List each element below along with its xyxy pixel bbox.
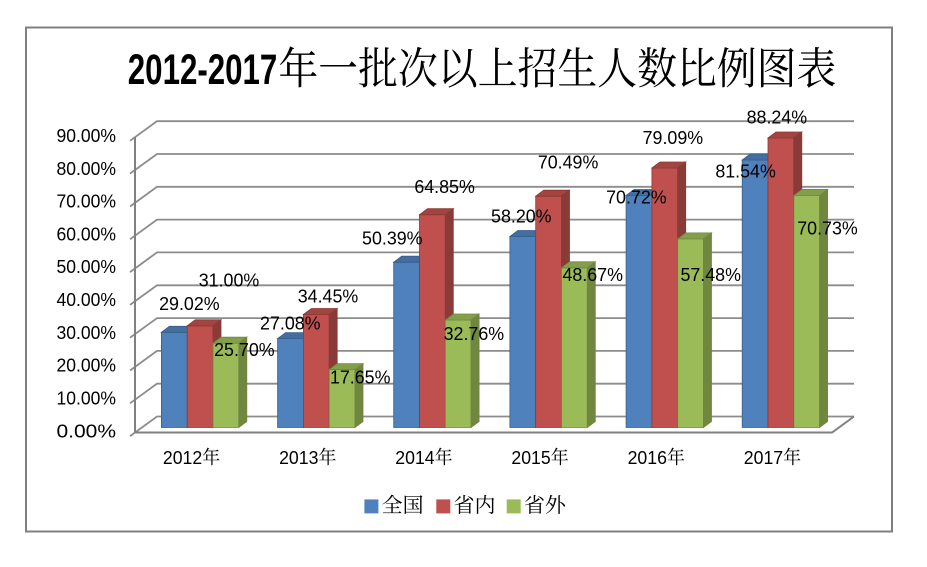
svg-text:32.76%: 32.76% bbox=[444, 323, 505, 344]
svg-text:81.54%: 81.54% bbox=[715, 160, 776, 181]
svg-text:50.39%: 50.39% bbox=[362, 228, 423, 249]
svg-text:70.00%: 70.00% bbox=[57, 191, 117, 212]
svg-text:50.00%: 50.00% bbox=[57, 256, 117, 277]
svg-text:25.70%: 25.70% bbox=[214, 339, 275, 360]
svg-text:10.00%: 10.00% bbox=[57, 388, 117, 409]
svg-text:79.09%: 79.09% bbox=[643, 127, 704, 148]
svg-text:2016: 2016 bbox=[628, 448, 667, 468]
svg-text:2015: 2015 bbox=[511, 448, 550, 468]
svg-text:88.24%: 88.24% bbox=[747, 107, 808, 128]
svg-text:2013: 2013 bbox=[279, 448, 318, 468]
svg-text:70.73%: 70.73% bbox=[797, 217, 858, 238]
svg-text:17.65%: 17.65% bbox=[330, 366, 391, 387]
svg-text:64.85%: 64.85% bbox=[414, 176, 475, 197]
svg-text:2012-2017: 2012-2017 bbox=[128, 46, 277, 94]
svg-text:2012: 2012 bbox=[163, 448, 202, 468]
svg-text:57.48%: 57.48% bbox=[680, 264, 741, 285]
svg-text:31.00%: 31.00% bbox=[199, 270, 260, 291]
svg-text:2017: 2017 bbox=[744, 448, 783, 468]
svg-text:34.45%: 34.45% bbox=[298, 285, 359, 306]
svg-text:0.00%: 0.00% bbox=[57, 420, 117, 441]
svg-text:2014: 2014 bbox=[395, 448, 434, 468]
svg-text:60.00%: 60.00% bbox=[57, 223, 117, 244]
svg-text:70.72%: 70.72% bbox=[606, 187, 667, 208]
svg-text:80.00%: 80.00% bbox=[57, 158, 117, 179]
svg-text:58.20%: 58.20% bbox=[491, 205, 552, 226]
svg-text:70.49%: 70.49% bbox=[538, 151, 599, 172]
svg-text:90.00%: 90.00% bbox=[57, 125, 117, 146]
svg-text:20.00%: 20.00% bbox=[57, 355, 117, 376]
svg-text:29.02%: 29.02% bbox=[159, 293, 220, 314]
svg-text:30.00%: 30.00% bbox=[57, 322, 117, 343]
svg-text:48.67%: 48.67% bbox=[562, 264, 623, 285]
svg-text:40.00%: 40.00% bbox=[57, 289, 117, 310]
svg-text:27.08%: 27.08% bbox=[260, 312, 321, 333]
